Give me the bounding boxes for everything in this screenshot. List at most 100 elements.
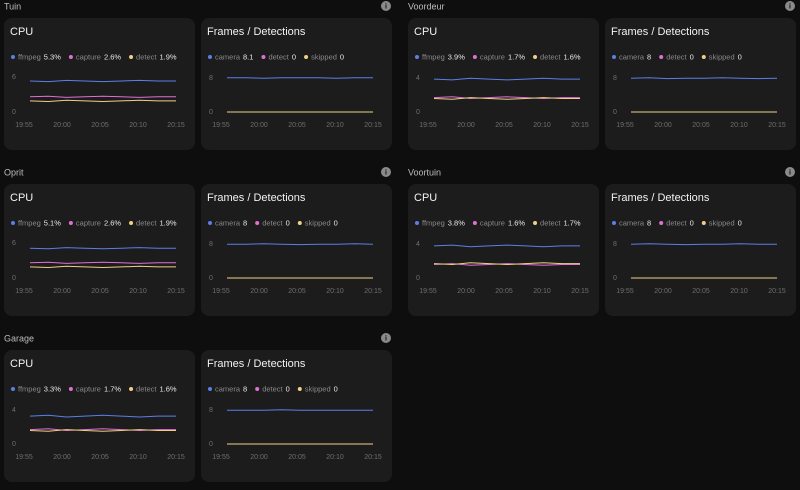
x-tick-label: 20:15 <box>167 122 185 129</box>
x-tick-label: 20:10 <box>730 288 748 295</box>
info-icon[interactable] <box>381 167 391 177</box>
y-tick-label: 8 <box>209 407 213 414</box>
x-tick-label: 20:15 <box>364 288 382 295</box>
x-tick-label: 20:00 <box>53 454 71 461</box>
legend-value: 5.1% <box>44 218 61 227</box>
legend-name: ffmpeg <box>18 384 41 393</box>
x-tick-label: 20:05 <box>288 288 306 295</box>
legend-name: skipped <box>709 218 735 227</box>
y-tick-label: 8 <box>209 241 213 248</box>
legend-dot <box>68 55 73 59</box>
legend-value: 0 <box>690 218 694 227</box>
info-icon[interactable] <box>381 333 391 343</box>
x-tick-label: 20:10 <box>533 122 551 129</box>
legend-name: detect <box>540 218 561 227</box>
legend-name: skipped <box>311 52 337 61</box>
legend-name: camera <box>215 384 241 393</box>
info-icon[interactable] <box>381 1 391 11</box>
x-tick-label: 19:55 <box>616 288 634 295</box>
x-tick-label: 20:05 <box>495 288 513 295</box>
x-tick-label: 20:15 <box>768 288 786 295</box>
series-line <box>227 243 374 246</box>
legend-name: detect <box>136 384 157 393</box>
legend-value: 0 <box>334 384 338 393</box>
y-tick-label: 4 <box>416 75 420 82</box>
legend-dot <box>612 55 616 59</box>
legend-dot <box>612 221 616 225</box>
series-line <box>29 261 176 264</box>
x-tick-label: 20:10 <box>326 122 344 129</box>
legend-name: capture <box>76 52 101 61</box>
chart-title: Frames / Detections <box>207 192 306 204</box>
x-tick-label: 20:15 <box>167 454 185 461</box>
y-tick-label: 0 <box>416 109 420 116</box>
legend-dot <box>533 55 538 59</box>
x-tick-label: 20:00 <box>250 454 268 461</box>
y-tick-label: 0 <box>209 109 213 116</box>
legend-name: detect <box>540 52 561 61</box>
legend-dot <box>415 221 419 225</box>
y-tick-label: 6 <box>12 74 16 81</box>
section-title: Oprit <box>4 167 24 177</box>
x-tick-label: 20:10 <box>730 122 748 129</box>
legend-value: 0 <box>292 52 296 61</box>
x-tick-label: 20:00 <box>457 122 475 129</box>
legend-name: capture <box>480 52 505 61</box>
y-tick-label: 8 <box>613 241 617 248</box>
x-tick-label: 19:55 <box>212 288 230 295</box>
chart-title: CPU <box>10 26 33 38</box>
info-icon[interactable] <box>785 167 795 177</box>
legend-name: detect <box>666 218 687 227</box>
legend-dot <box>472 221 477 225</box>
x-tick-label: 20:05 <box>692 122 710 129</box>
legend-dot <box>68 221 73 225</box>
series-line <box>29 414 176 418</box>
legend-dot <box>208 55 212 59</box>
x-tick-label: 20:10 <box>326 454 344 461</box>
x-tick-label: 19:55 <box>616 122 634 129</box>
x-tick-label: 20:05 <box>91 122 109 129</box>
x-tick-label: 19:55 <box>15 122 33 129</box>
x-tick-label: 19:55 <box>419 288 437 295</box>
series-line <box>433 262 580 266</box>
legend-value: 1.6% <box>563 52 580 61</box>
series-line <box>433 77 580 81</box>
legend-value: 8 <box>647 218 651 227</box>
legend-name: detect <box>666 52 687 61</box>
legend-name: skipped <box>305 384 331 393</box>
card <box>201 350 392 482</box>
y-tick-label: 0 <box>613 109 617 116</box>
legend-dot <box>255 387 260 391</box>
card <box>201 184 392 316</box>
chart-title: Frames / Detections <box>611 26 710 38</box>
series-line <box>29 99 176 103</box>
card <box>408 18 599 150</box>
legend-value: 2.6% <box>104 218 121 227</box>
legend-name: ffmpeg <box>18 52 41 61</box>
x-tick-label: 20:00 <box>654 122 672 129</box>
x-tick-label: 20:15 <box>571 288 589 295</box>
card <box>4 350 195 482</box>
x-tick-label: 20:10 <box>129 288 147 295</box>
x-tick-label: 20:15 <box>571 122 589 129</box>
legend-value: 0 <box>286 218 290 227</box>
chart-title: CPU <box>10 358 33 370</box>
chart-title: CPU <box>414 26 437 38</box>
legend-value: 5.3% <box>44 52 61 61</box>
info-icon[interactable] <box>785 1 795 11</box>
info-glyph: i <box>789 169 791 176</box>
legend-dot <box>129 221 134 225</box>
series-line <box>433 97 580 100</box>
info-glyph: i <box>385 169 387 176</box>
y-tick-label: 0 <box>12 109 16 116</box>
legend-dot <box>11 221 15 225</box>
legend-name: ffmpeg <box>18 218 41 227</box>
legend-name: capture <box>480 218 505 227</box>
legend-name: detect <box>262 218 283 227</box>
legend-value: 3.3% <box>44 384 61 393</box>
legend-name: camera <box>215 218 241 227</box>
legend-value: 8.1 <box>243 52 253 61</box>
legend-name: skipped <box>305 218 331 227</box>
series-line <box>29 429 176 432</box>
